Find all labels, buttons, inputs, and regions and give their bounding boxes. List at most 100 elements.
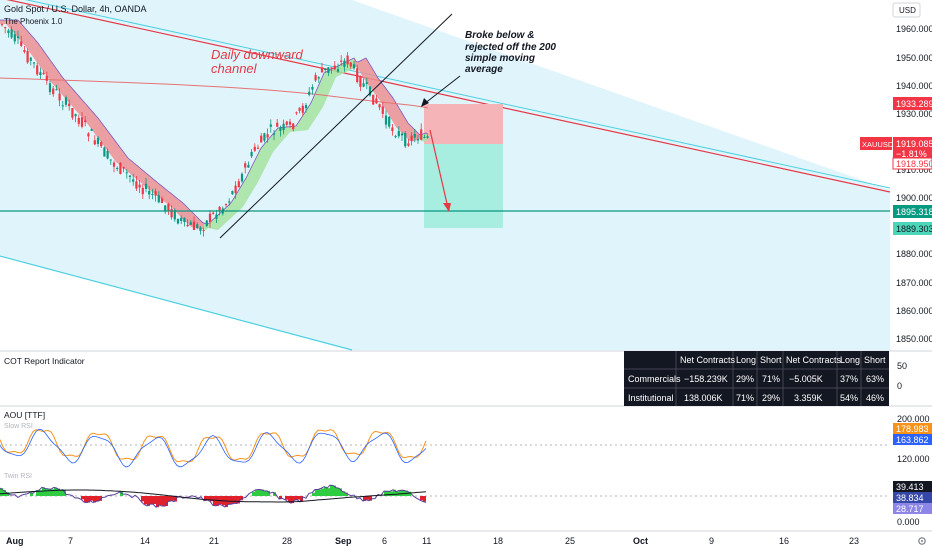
ribbon-segment — [388, 91, 390, 117]
candle-body — [336, 69, 340, 72]
candle-body — [394, 136, 397, 138]
currency-box[interactable] — [892, 2, 921, 18]
ribbon-segment — [310, 100, 312, 127]
cot-cell: 71% — [736, 393, 754, 403]
ribbon-segment — [66, 81, 68, 102]
candle-body — [157, 195, 160, 203]
sma-200-line — [0, 77, 429, 109]
phoenix-ribbon — [0, 19, 429, 230]
candle-body — [272, 133, 276, 135]
twin-rsi-bar — [207, 496, 210, 500]
ribbon-segment — [172, 194, 174, 210]
ribbon-segment — [406, 119, 408, 139]
ribbon-segment — [108, 131, 110, 154]
ribbon-segment — [102, 123, 104, 146]
aou-tag-blue — [893, 434, 932, 445]
currency-label: USD — [899, 6, 916, 15]
twin-rsi-bar — [60, 490, 63, 496]
ribbon-segment — [40, 45, 42, 70]
target-arrow — [429, 129, 449, 209]
ribbon-segment — [162, 186, 164, 202]
ribbon-segment — [318, 82, 320, 115]
candle-body — [45, 75, 48, 81]
ribbon-segment — [250, 166, 252, 196]
twin-rsi-bar — [51, 489, 54, 496]
twin-rsi-bar — [162, 496, 165, 506]
twin-rsi-bar — [99, 496, 102, 501]
ribbon-segment — [312, 96, 314, 124]
twin-rsi-bar — [153, 496, 156, 504]
candle-body — [256, 147, 260, 149]
candle-body — [234, 185, 237, 194]
candle-body — [426, 136, 429, 138]
ribbon-segment — [68, 83, 70, 104]
cot-cell: 46% — [866, 393, 884, 403]
price-label: 1950.000 — [896, 53, 932, 63]
candle-body — [308, 91, 311, 95]
candle-body — [359, 76, 362, 87]
candle-body — [356, 68, 359, 83]
ribbon-segment — [38, 43, 40, 67]
candle-body — [391, 127, 394, 132]
cot-row-name: Institutional — [628, 393, 674, 403]
ribbon-segment — [202, 222, 204, 230]
ribbon-segment — [174, 195, 176, 212]
time-label: 14 — [140, 536, 150, 546]
ribbon-segment — [62, 76, 64, 97]
ribbon-segment — [204, 223, 206, 230]
candle-body — [340, 60, 343, 62]
price-label: 1850.000 — [896, 334, 932, 344]
channel-label-1: Daily downward — [211, 47, 304, 62]
twin-rsi-bar — [234, 496, 237, 504]
ribbon-segment — [294, 126, 296, 132]
ribbon-segment — [212, 218, 214, 230]
aou-sub-1: Slow RSI — [4, 423, 33, 430]
candle-body — [276, 122, 279, 127]
ribbon-segment — [112, 136, 114, 160]
cot-cell: 37% — [840, 374, 858, 384]
ribbon-segment — [60, 73, 62, 95]
ribbon-segment — [218, 213, 220, 230]
twin-rsi-bar — [45, 488, 48, 496]
twin-rsi-bar — [264, 490, 267, 496]
twin-rsi-bar — [54, 487, 57, 496]
price-label: 1900.000 — [896, 193, 932, 203]
ribbon-segment — [300, 116, 302, 131]
candle-body — [80, 117, 84, 127]
price-label: 1960.000 — [896, 24, 932, 34]
ribbon-segment — [94, 113, 96, 136]
candle-body — [42, 72, 45, 75]
ribbon-segment — [328, 70, 330, 96]
ribbon-segment — [82, 99, 84, 120]
note-arrow — [423, 75, 461, 105]
aou-tag-purple — [893, 503, 932, 514]
ribbon-segment — [88, 106, 90, 128]
candle-body — [64, 97, 68, 105]
twin-rsi-bar — [216, 496, 219, 506]
twin-rsi-bar — [0, 488, 3, 496]
candle-body — [237, 181, 240, 188]
ribbon-segment — [264, 142, 266, 170]
settings-icon[interactable] — [918, 537, 926, 545]
symbol-tag-text: XAUUSD — [862, 140, 894, 149]
candle-body — [279, 127, 282, 131]
ribbon-segment — [386, 88, 388, 114]
candle-body — [247, 164, 250, 168]
twin-rsi-bar — [255, 490, 258, 496]
ribbon-segment — [54, 65, 56, 88]
ribbon-segment — [166, 189, 168, 205]
candle-body — [93, 140, 96, 145]
candle-body — [138, 184, 141, 188]
candle-body — [29, 57, 32, 61]
candle-body — [215, 214, 218, 219]
ribbon-segment — [30, 33, 32, 56]
candle-body — [378, 104, 381, 108]
ribbon-segment — [22, 24, 24, 45]
cot-cell: 63% — [866, 374, 884, 384]
twin-rsi-bar — [171, 496, 174, 501]
candle-body — [196, 224, 199, 228]
twin-rsi-bar — [39, 490, 42, 496]
candle-body — [16, 36, 20, 39]
candle-body — [55, 89, 58, 91]
